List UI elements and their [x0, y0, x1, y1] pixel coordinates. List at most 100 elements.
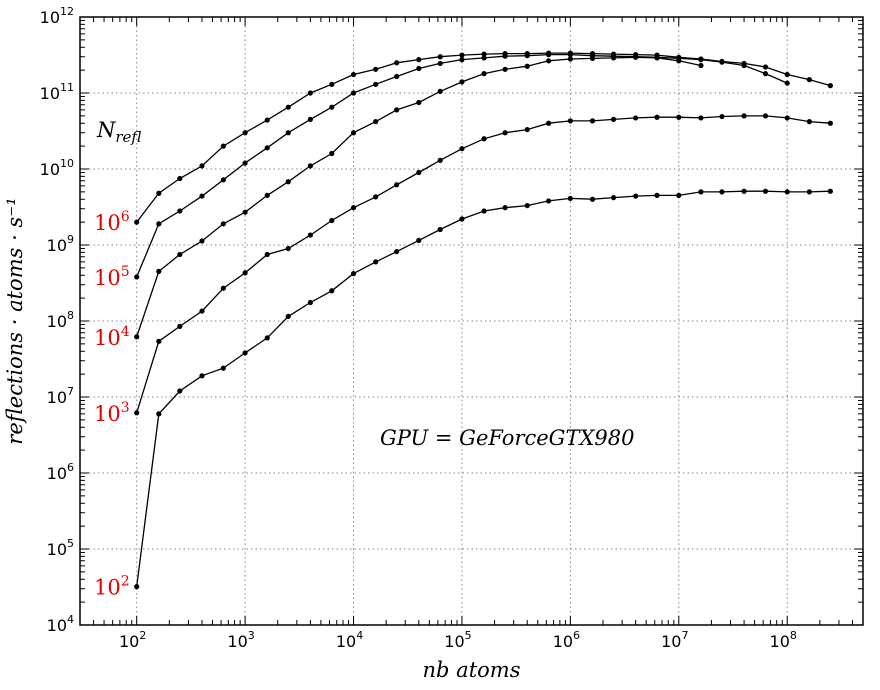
data-point — [134, 334, 140, 340]
data-point — [373, 259, 379, 265]
data-point — [285, 179, 291, 185]
series-label-0: 102 — [94, 574, 130, 600]
data-point — [698, 115, 704, 121]
y-tick-label: 1010 — [40, 157, 74, 179]
data-point — [156, 190, 162, 196]
data-point — [416, 57, 422, 63]
data-point — [806, 77, 812, 83]
data-point — [134, 584, 140, 590]
y-axis-label: reflections · atoms · s⁻¹ — [3, 197, 27, 444]
data-point — [676, 114, 682, 120]
data-point — [610, 195, 617, 201]
data-point — [350, 271, 357, 277]
x-axis-label: nb atoms — [423, 658, 521, 682]
data-point — [329, 288, 335, 294]
data-point — [373, 81, 379, 87]
data-point — [373, 119, 379, 125]
data-point — [199, 163, 205, 169]
data-point — [416, 99, 422, 106]
data-point — [156, 338, 162, 344]
y-tick-label: 105 — [47, 537, 74, 559]
data-point — [459, 79, 465, 85]
data-point — [698, 62, 704, 69]
y-tick-label: 1011 — [40, 81, 74, 103]
data-point — [199, 373, 205, 379]
data-point — [307, 299, 313, 306]
data-point — [481, 208, 487, 214]
data-point — [394, 182, 400, 188]
y-tick-label: 107 — [47, 385, 74, 407]
data-point — [264, 335, 270, 341]
data-point — [741, 113, 747, 119]
data-point — [177, 251, 183, 258]
data-point — [177, 323, 183, 329]
data-point — [199, 238, 205, 244]
data-point — [676, 192, 682, 198]
x-tick-labels: 102 103 104 105 106 107 108 — [119, 629, 797, 651]
data-point — [827, 188, 833, 194]
data-point — [546, 50, 552, 56]
data-point — [524, 202, 530, 209]
series-label-1: 103 — [94, 400, 130, 426]
y-tick-label: 104 — [47, 613, 74, 635]
data-point — [654, 114, 660, 120]
series-group — [134, 50, 833, 590]
data-point — [242, 350, 248, 356]
data-point — [567, 195, 573, 202]
data-point — [264, 251, 270, 258]
data-point — [567, 56, 573, 62]
data-point — [177, 208, 183, 214]
data-point — [350, 90, 357, 96]
data-point — [741, 60, 747, 67]
data-point — [827, 83, 833, 89]
data-point — [329, 217, 335, 224]
y-tick-label: 109 — [47, 233, 74, 255]
data-point — [134, 410, 140, 416]
series-labels: 102 103 104 105 106 — [94, 209, 130, 599]
data-point — [437, 157, 443, 163]
data-point — [416, 65, 422, 72]
gpu-annotation: GPU = GeForceGTX980 — [380, 426, 635, 450]
data-point — [567, 50, 573, 56]
data-point — [285, 245, 291, 252]
data-point — [220, 177, 226, 183]
data-point — [242, 209, 248, 215]
data-point — [654, 192, 660, 198]
data-point — [285, 313, 291, 319]
data-point — [437, 88, 443, 94]
data-point — [502, 205, 508, 211]
data-point — [220, 143, 226, 149]
data-point — [524, 50, 530, 57]
data-point — [827, 120, 833, 126]
data-point — [481, 51, 487, 57]
data-point — [481, 70, 487, 77]
data-point — [784, 80, 790, 86]
data-point — [654, 52, 660, 58]
data-point — [806, 119, 812, 125]
data-point — [242, 270, 248, 276]
data-point — [546, 120, 552, 126]
data-point — [719, 113, 725, 120]
data-point — [394, 73, 400, 80]
x-tick-label: 104 — [336, 629, 363, 651]
series-label-3: 105 — [94, 264, 130, 290]
series-line-0 — [136, 190, 831, 587]
data-point — [220, 221, 226, 227]
x-tick-label: 105 — [444, 629, 471, 651]
data-point — [719, 189, 725, 195]
data-point — [394, 107, 400, 113]
data-point — [481, 136, 487, 142]
data-point — [134, 219, 140, 225]
data-point — [437, 60, 443, 67]
data-point — [589, 50, 596, 57]
data-point — [329, 150, 335, 157]
data-point — [416, 169, 422, 176]
y-tick-label: 1012 — [40, 5, 74, 27]
data-point — [264, 145, 270, 151]
data-point — [177, 175, 183, 182]
x-tick-label: 107 — [661, 629, 688, 651]
data-point — [784, 71, 790, 78]
data-point — [199, 193, 205, 199]
data-point — [502, 66, 508, 72]
data-point — [589, 118, 596, 124]
